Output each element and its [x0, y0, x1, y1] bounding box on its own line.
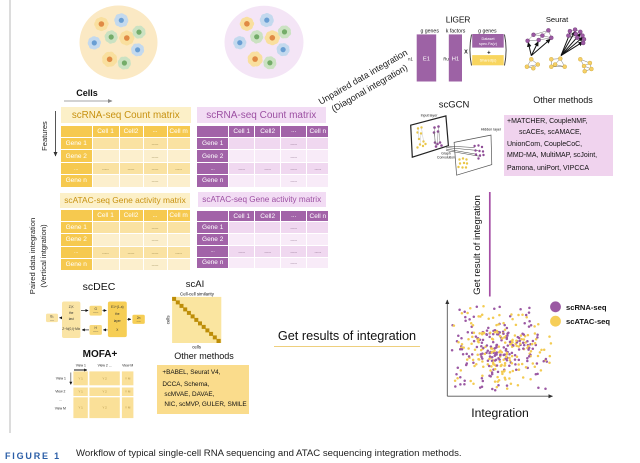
svg-text:cells: cells [192, 345, 202, 350]
svg-text:+: + [487, 51, 491, 57]
svg-text:View 1: View 1 [56, 377, 66, 381]
svg-text:g genes: g genes [420, 29, 439, 35]
svg-text:----: ---- [136, 319, 140, 323]
svg-text:Z~N(0,I)·Mix: Z~N(0,I)·Mix [62, 327, 80, 331]
svg-text:Seurat: Seurat [546, 15, 569, 24]
svg-text:E1+(1-a): E1+(1-a) [111, 305, 124, 309]
svg-text:scGCN: scGCN [439, 100, 470, 111]
svg-text:Ru: Ru [443, 56, 449, 61]
svg-text:Y 2: Y 2 [102, 390, 107, 394]
svg-text:View 2: View 2 [55, 390, 65, 394]
svg-text:Y 1: Y 1 [78, 390, 83, 394]
svg-text:n1: n1 [408, 56, 413, 61]
svg-text:Graph: Graph [441, 152, 451, 156]
svg-text:the: the [69, 311, 74, 315]
svg-text:spec.Fa(v): spec.Fa(v) [479, 42, 498, 46]
svg-text:View 2 ...: View 2 ... [98, 364, 112, 368]
svg-text:the: the [115, 312, 120, 316]
svg-text:Y 2: Y 2 [102, 406, 107, 410]
svg-text:H: H [95, 326, 98, 330]
svg-text:View 1: View 1 [76, 364, 86, 368]
svg-text:----: ---- [50, 318, 54, 322]
svg-text:-----: ----- [93, 330, 98, 334]
svg-text:B₂: B₂ [50, 315, 54, 319]
svg-text:G: G [94, 307, 97, 311]
svg-text:H1: H1 [452, 57, 459, 63]
svg-text:k factors: k factors [446, 29, 466, 35]
svg-text:layer: layer [114, 319, 122, 323]
svg-text:Y 1: Y 1 [78, 377, 83, 381]
svg-text:Input layer: Input layer [421, 114, 439, 118]
svg-text:Hidden layer: Hidden layer [481, 128, 502, 132]
svg-text:Y M: Y M [125, 390, 131, 394]
svg-text:Y 1: Y 1 [78, 406, 83, 410]
svg-text:-----: ----- [93, 311, 98, 315]
svg-text:LIGER: LIGER [446, 15, 471, 25]
svg-text:Y 2: Y 2 [102, 377, 107, 381]
svg-text:E1: E1 [423, 57, 430, 63]
svg-text:g genes: g genes [478, 29, 497, 35]
svg-text:View M: View M [55, 407, 66, 411]
svg-text:Convolution: Convolution [437, 156, 455, 160]
svg-text:X: X [116, 328, 119, 332]
svg-text:Y M: Y M [125, 377, 131, 381]
svg-text:Dataset: Dataset [481, 37, 495, 41]
svg-text:Y M: Y M [125, 406, 131, 410]
svg-text:last: last [69, 317, 74, 321]
svg-text:View M: View M [122, 364, 133, 368]
svg-text:2n: 2n [137, 316, 141, 320]
svg-text:X: X [464, 50, 468, 56]
svg-text:Cell-cell similarity: Cell-cell similarity [180, 291, 215, 296]
svg-text:Z,K: Z,K [69, 305, 75, 309]
svg-text:Shared(s): Shared(s) [480, 59, 497, 63]
svg-text:...: ... [59, 398, 62, 402]
svg-text:cells: cells [165, 315, 170, 325]
